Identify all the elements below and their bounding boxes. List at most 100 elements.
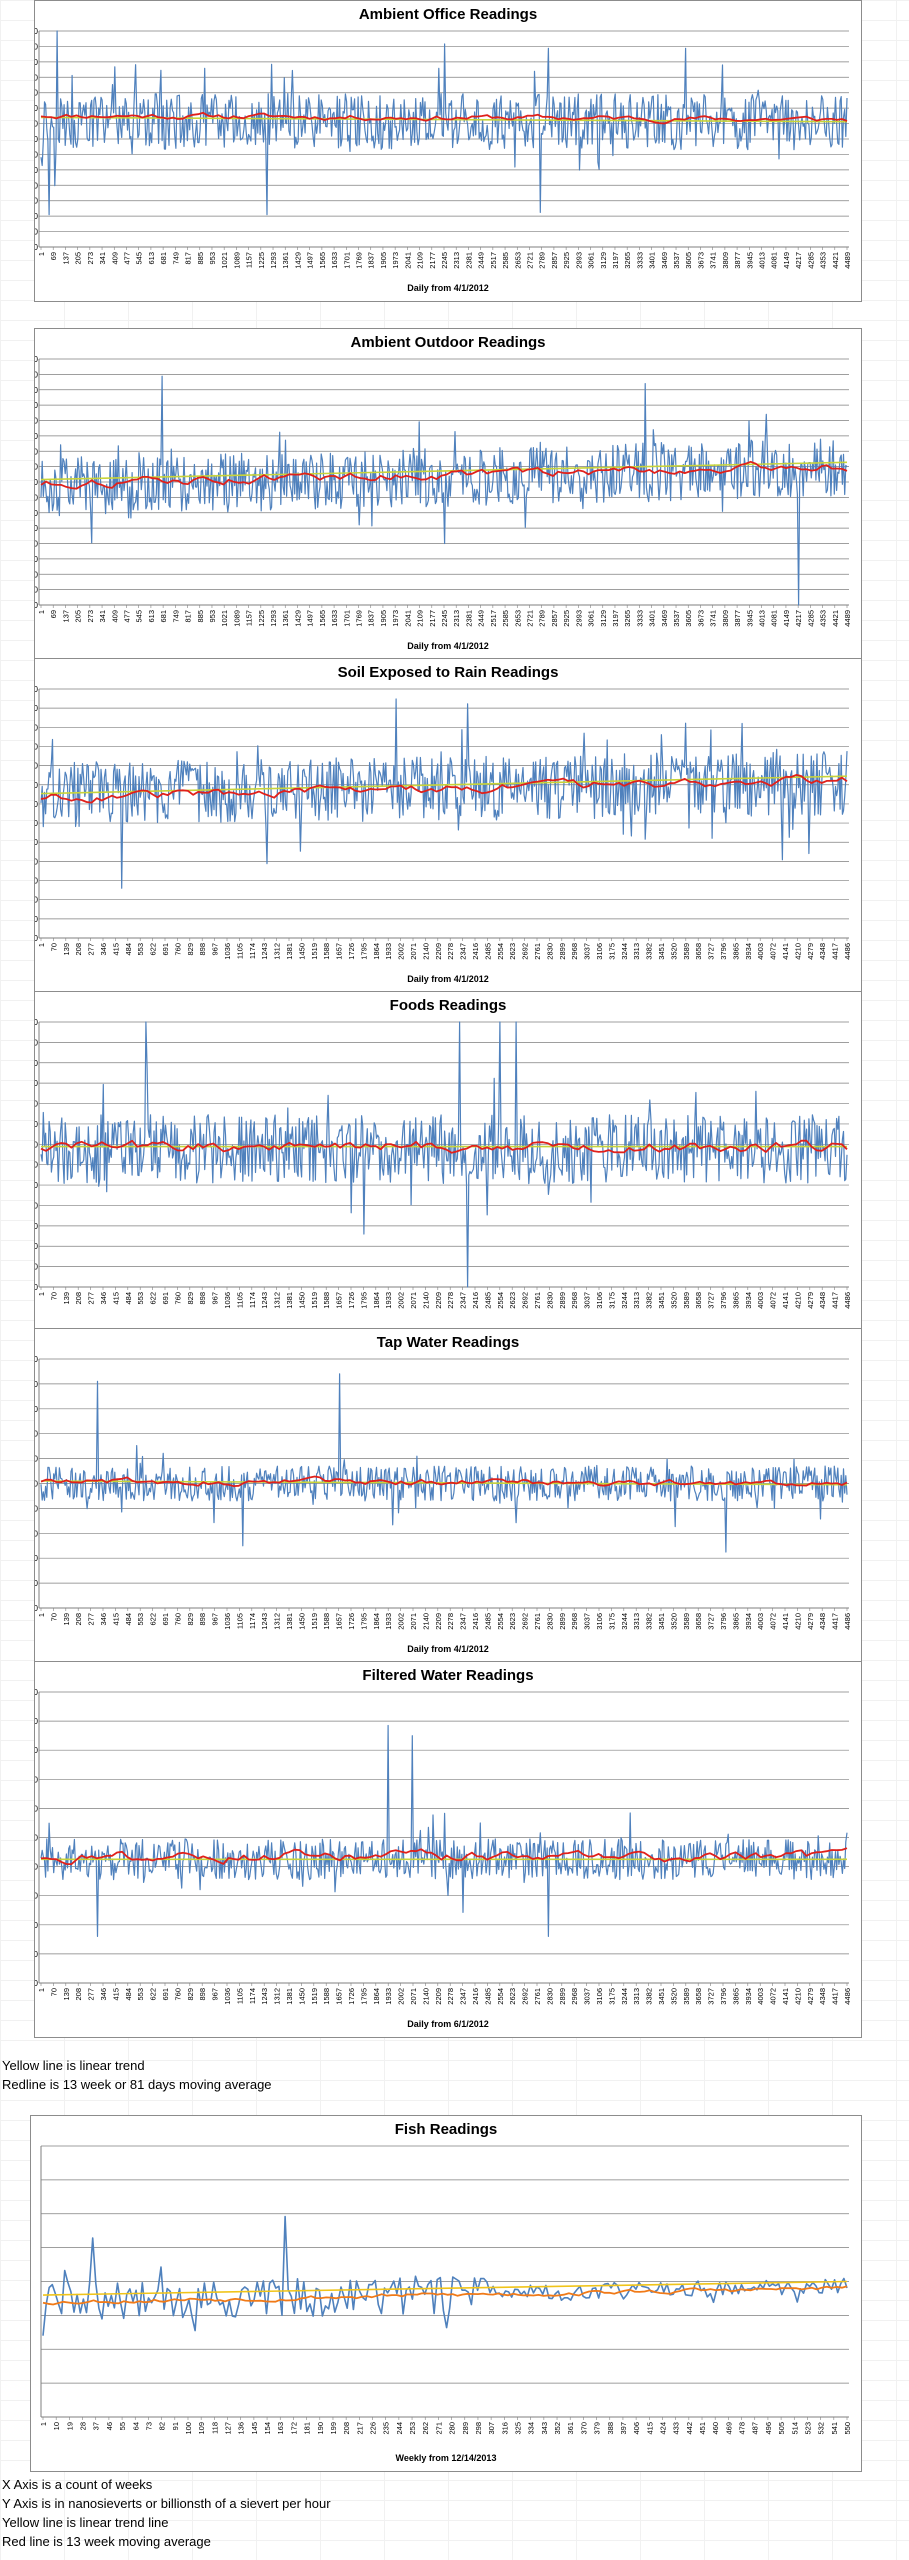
x-tick-label: 1157 xyxy=(245,252,254,268)
x-tick-label: 262 xyxy=(421,2422,430,2435)
x-tick-label: 37 xyxy=(92,2422,101,2430)
y-tick-label: 120 xyxy=(35,1804,39,1813)
series-line xyxy=(42,2215,848,2336)
x-tick-label: 208 xyxy=(74,943,83,956)
x-tick-label: 477 xyxy=(122,610,131,623)
x-tick-label: 550 xyxy=(843,2422,852,2435)
y-tick-label: 0 xyxy=(35,1979,39,1988)
y-tick-label: 0 xyxy=(35,877,39,886)
x-tick-label: 217 xyxy=(355,2422,364,2435)
y-tick-label: 100 xyxy=(35,1834,39,1843)
y-tick-label: 0 xyxy=(35,570,39,579)
x-tick-label: 100 xyxy=(184,2422,193,2435)
x-tick-label: 2313 xyxy=(452,252,461,269)
x-tick-label: 514 xyxy=(790,2422,799,2435)
y-tick-label: 0 xyxy=(35,370,39,379)
x-tick-label: 2761 xyxy=(533,1292,542,1309)
x-axis-title: Daily from 4/1/2012 xyxy=(407,641,489,651)
x-tick-label: 307 xyxy=(487,2422,496,2435)
x-tick-label: 137 xyxy=(61,610,70,623)
x-tick-label: 4141 xyxy=(781,1613,790,1630)
x-tick-label: 4417 xyxy=(831,1613,840,1630)
x-tick-label: 442 xyxy=(685,2422,694,2435)
x-tick-label: 1497 xyxy=(306,252,315,269)
y-tick-label: 0 xyxy=(35,1181,39,1190)
x-tick-label: 4417 xyxy=(831,943,840,960)
x-tick-label: 3401 xyxy=(648,252,657,269)
chart-title: Foods Readings xyxy=(390,997,507,1014)
x-tick-label: 409 xyxy=(110,252,119,265)
y-tick-label: 0 xyxy=(35,857,39,866)
x-tick-label: 1089 xyxy=(232,610,241,627)
x-tick-label: 346 xyxy=(99,1613,108,1626)
chart-ambient-office: Ambient Office Readings 0 0 0 0 0 0 0 0 0 0 0 0 0 0 0 1 6… xyxy=(34,0,862,302)
x-tick-label: 2002 xyxy=(397,1292,406,1309)
x-tick-label: 1519 xyxy=(310,943,319,960)
y-tick-label: 180 xyxy=(35,1717,39,1726)
x-tick-label: 3934 xyxy=(744,1988,753,2005)
y-tick-label: 40 xyxy=(35,1921,39,1930)
x-tick-label: 2245 xyxy=(440,252,449,269)
x-axis-title: Daily from 4/1/2012 xyxy=(407,1644,489,1654)
x-tick-label: 3589 xyxy=(682,1613,691,1630)
y-tick-label: 0 xyxy=(35,27,39,36)
moving-average-line xyxy=(40,111,848,125)
x-tick-label: 2623 xyxy=(508,1292,517,1309)
x-tick-label: 1105 xyxy=(235,1292,244,1308)
y-tick-label: 0 xyxy=(35,212,39,221)
x-tick-label: 4003 xyxy=(756,943,765,960)
x-tick-label: 829 xyxy=(186,1988,195,2001)
x-tick-label: 1 xyxy=(37,1613,46,1617)
notes-middle: Yellow line is linear trend Redline is 1… xyxy=(2,2056,272,2094)
x-tick-label: 953 xyxy=(208,610,217,623)
x-tick-label: 1105 xyxy=(235,943,244,959)
notes-bottom: X Axis is a count of weeks Y Axis is in … xyxy=(2,2475,331,2551)
x-tick-label: 2623 xyxy=(508,1613,517,1630)
x-tick-label: 136 xyxy=(237,2422,246,2435)
series-line xyxy=(40,1724,848,1937)
x-tick-label: 3451 xyxy=(657,943,666,960)
x-tick-label: 4486 xyxy=(843,1292,852,1309)
y-tick-label: 0 xyxy=(35,1604,39,1613)
x-tick-label: 2209 xyxy=(434,1292,443,1309)
x-tick-label: 346 xyxy=(99,1292,108,1305)
x-tick-label: 622 xyxy=(149,1292,158,1305)
x-tick-label: 139 xyxy=(62,1613,71,1626)
y-tick-label: 0 xyxy=(35,896,39,905)
x-tick-label: 3265 xyxy=(623,252,632,269)
x-tick-label: 451 xyxy=(698,2422,707,2435)
x-tick-label: 3520 xyxy=(669,1613,678,1630)
x-tick-label: 409 xyxy=(110,610,119,623)
x-tick-label: 1429 xyxy=(293,610,302,627)
x-tick-label: 70 xyxy=(49,943,58,951)
x-tick-label: 253 xyxy=(408,2422,417,2435)
x-tick-label: 1726 xyxy=(347,1988,356,2005)
x-tick-label: 4072 xyxy=(769,943,778,960)
x-tick-label: 2554 xyxy=(496,1988,505,2005)
y-tick-label: 120 xyxy=(35,1455,39,1464)
x-tick-label: 1036 xyxy=(223,943,232,960)
x-tick-label: 3175 xyxy=(607,1613,616,1630)
x-tick-label: 3741 xyxy=(709,610,718,627)
x-tick-label: 3129 xyxy=(599,252,608,269)
x-tick-label: 2416 xyxy=(471,1613,480,1630)
y-tick-label: 0 xyxy=(35,120,39,129)
x-tick-label: 898 xyxy=(198,943,207,956)
x-tick-label: 1864 xyxy=(372,1988,381,2005)
x-tick-label: 1588 xyxy=(322,1613,331,1630)
x-tick-label: 1293 xyxy=(269,252,278,269)
x-tick-label: 760 xyxy=(173,1292,182,1305)
x-tick-label: 1588 xyxy=(322,1988,331,2005)
x-tick-label: 4003 xyxy=(756,1292,765,1309)
x-tick-label: 2416 xyxy=(471,1292,480,1309)
x-tick-label: 898 xyxy=(198,1292,207,1305)
x-tick-label: 2278 xyxy=(446,1292,455,1309)
x-tick-label: 1243 xyxy=(260,1613,269,1630)
x-tick-label: 3061 xyxy=(587,610,596,627)
x-tick-label: 2278 xyxy=(446,1613,455,1630)
y-tick-label: 60 xyxy=(35,1529,39,1538)
x-tick-label: 2830 xyxy=(545,1613,554,1630)
x-tick-label: 553 xyxy=(136,1292,145,1305)
y-tick-label: 0 xyxy=(35,685,39,694)
